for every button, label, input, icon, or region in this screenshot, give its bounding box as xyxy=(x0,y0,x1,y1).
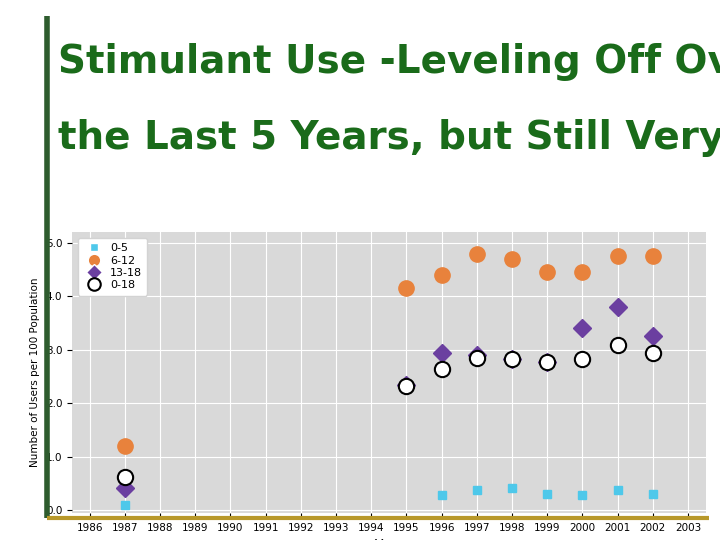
X-axis label: Year: Year xyxy=(374,538,403,540)
Text: the Last 5 Years, but Still Very High: the Last 5 Years, but Still Very High xyxy=(58,119,720,157)
Y-axis label: Number of Users per 100 Population: Number of Users per 100 Population xyxy=(30,278,40,467)
Text: Stimulant Use -Leveling Off Over: Stimulant Use -Leveling Off Over xyxy=(58,43,720,81)
Legend: 0-5, 6-12, 13-18, 0-18: 0-5, 6-12, 13-18, 0-18 xyxy=(78,238,148,295)
